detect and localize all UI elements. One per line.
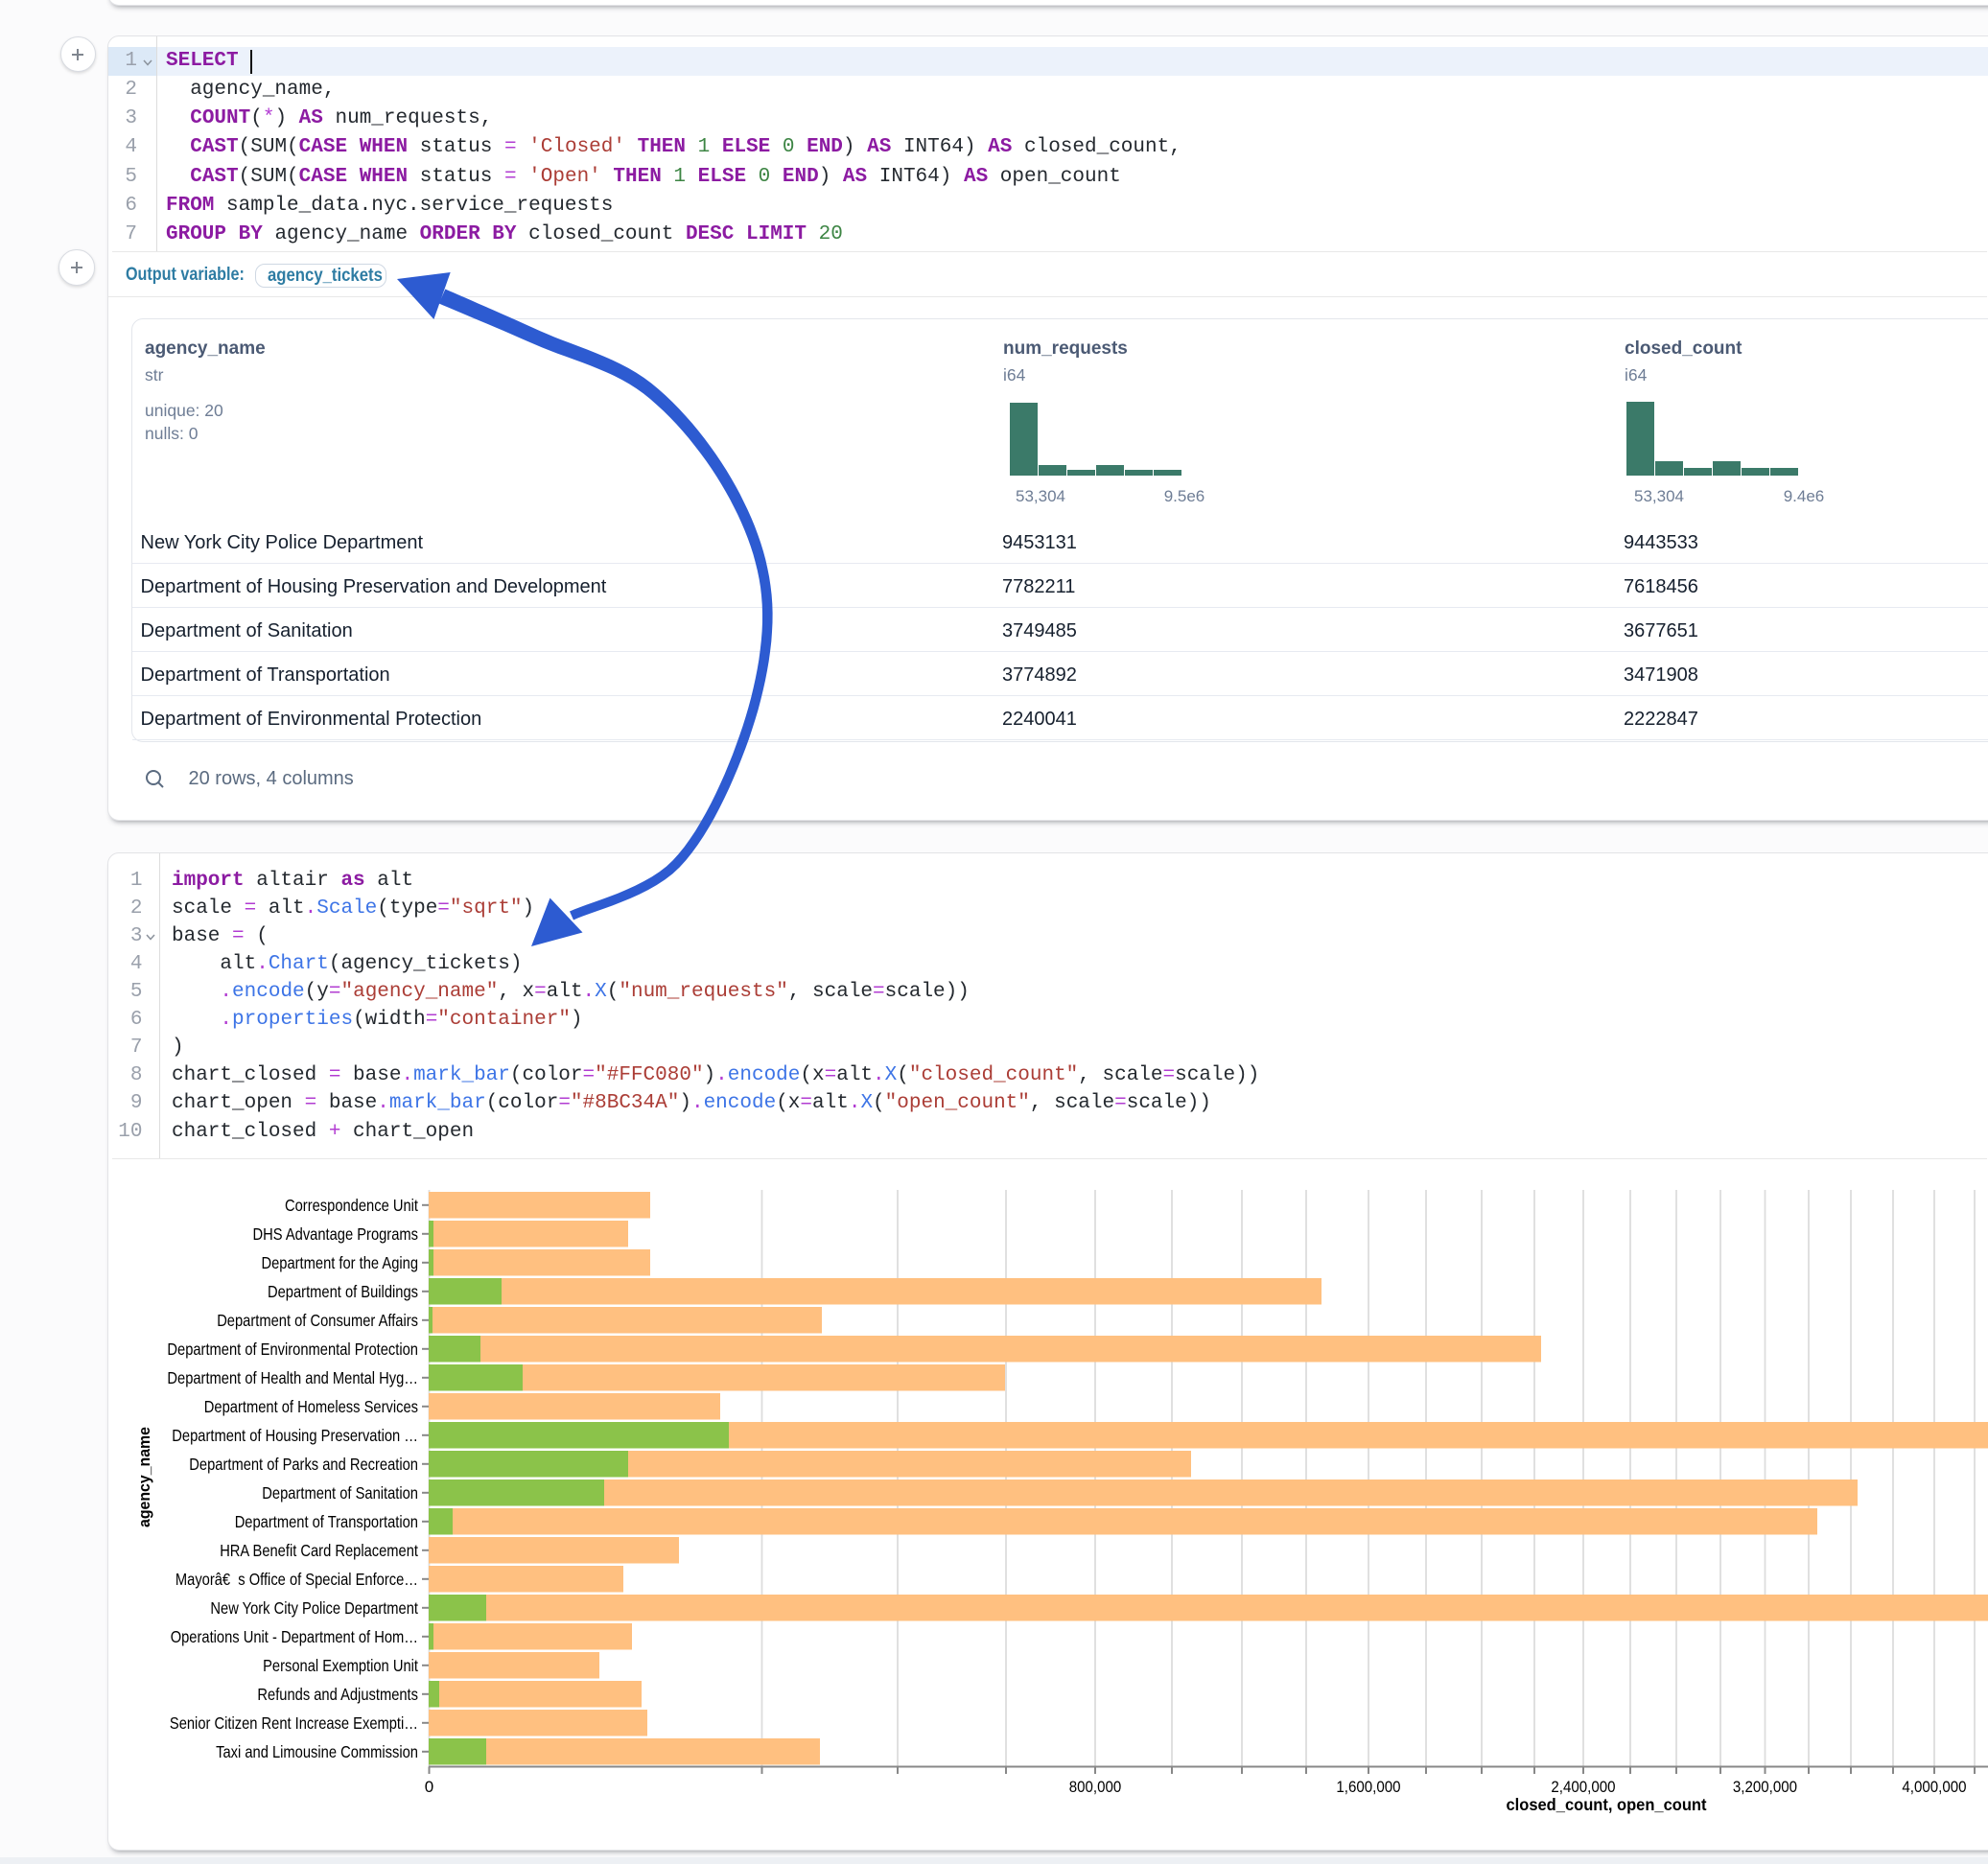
- svg-text:2,400,000: 2,400,000: [1551, 1778, 1615, 1796]
- svg-text:Personal Exemption Unit: Personal Exemption Unit: [263, 1656, 418, 1675]
- svg-text:Department of Housing Preserva: Department of Housing Preservation …: [172, 1426, 418, 1445]
- svg-text:1,600,000: 1,600,000: [1336, 1778, 1400, 1796]
- svg-text:Department for the Aging: Department for the Aging: [262, 1253, 419, 1272]
- svg-text:Department of Transportation: Department of Transportation: [235, 1512, 418, 1531]
- svg-text:Department of Buildings: Department of Buildings: [268, 1282, 418, 1301]
- svg-text:4,000,000: 4,000,000: [1902, 1778, 1966, 1796]
- svg-text:Operations Unit - Department o: Operations Unit - Department of Hom…: [171, 1627, 418, 1646]
- svg-text:Refunds and Adjustments: Refunds and Adjustments: [257, 1685, 418, 1704]
- svg-text:Department of Homeless Service: Department of Homeless Services: [204, 1397, 418, 1416]
- svg-text:Taxi and Limousine Commission: Taxi and Limousine Commission: [216, 1742, 418, 1761]
- svg-text:Senior Citizen Rent Increase E: Senior Citizen Rent Increase Exempti…: [170, 1713, 418, 1733]
- svg-text:Department of Sanitation: Department of Sanitation: [262, 1483, 418, 1503]
- svg-text:Department of Environmental Pr: Department of Environmental Protection: [167, 1340, 418, 1359]
- svg-text:0: 0: [425, 1778, 433, 1796]
- svg-text:Mayorâ€ s Office of Special E: Mayorâ€ s Office of Special Enforce…: [175, 1570, 418, 1589]
- svg-text:HRA Benefit Card Replacement: HRA Benefit Card Replacement: [220, 1541, 418, 1560]
- svg-text:closed_count, open_count: closed_count, open_count: [1507, 1795, 1707, 1814]
- svg-text:Department of Parks and Recrea: Department of Parks and Recreation: [189, 1455, 418, 1474]
- svg-text:3,200,000: 3,200,000: [1733, 1778, 1797, 1796]
- svg-text:DHS Advantage Programs: DHS Advantage Programs: [253, 1224, 419, 1244]
- svg-text:New York City Police Departmen: New York City Police Department: [210, 1598, 418, 1618]
- svg-text:Department of Health and Menta: Department of Health and Mental Hyg…: [167, 1368, 418, 1387]
- svg-text:800,000: 800,000: [1069, 1778, 1121, 1796]
- svg-text:Department of Consumer Affairs: Department of Consumer Affairs: [217, 1311, 418, 1330]
- svg-text:agency_name: agency_name: [136, 1427, 153, 1527]
- svg-text:Correspondence Unit: Correspondence Unit: [285, 1196, 418, 1215]
